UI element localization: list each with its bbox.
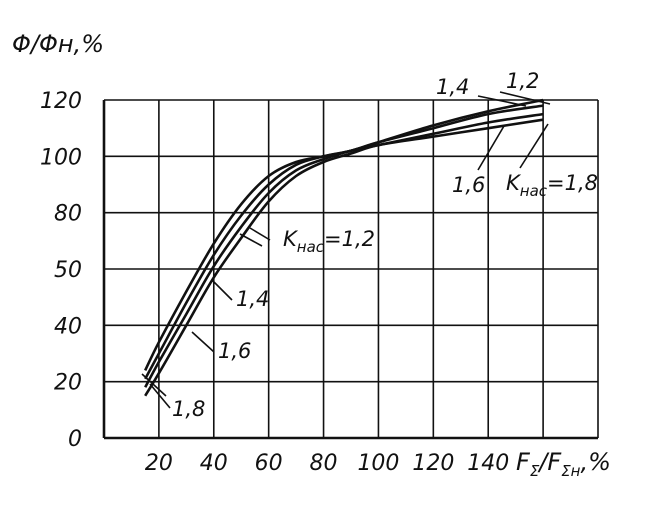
- label-right-1-4: 1,4: [436, 75, 469, 99]
- label-left-1-4: 1,4: [236, 287, 269, 311]
- y-axis-label: Φ/Φн,%: [12, 30, 104, 58]
- x-tick-label: 140: [467, 451, 509, 476]
- x-tick-label: 60: [255, 451, 283, 476]
- y-tick-label: 50: [54, 258, 82, 283]
- annotation-leader-line: [519, 123, 549, 169]
- annotation-leader-line: [477, 95, 527, 107]
- k-label-main: Kнас=1,2: [283, 227, 375, 256]
- x-tick-label: 100: [357, 451, 399, 476]
- annotation-leader-line: [499, 91, 551, 105]
- annotation-leaders: [141, 91, 551, 409]
- annotation-leader-line: [149, 383, 171, 409]
- y-tick-label: 80: [54, 202, 82, 227]
- curve-k-1-8: [144, 118, 544, 397]
- x-axis-label: FΣ/FΣн,%: [516, 448, 611, 480]
- y-tick-label: 120: [40, 89, 82, 114]
- chart-curves: [144, 98, 544, 397]
- annotation-leader-line: [211, 279, 233, 301]
- label-right-1-2: 1,2: [506, 69, 539, 93]
- annotation-leader-line: [191, 331, 215, 353]
- annotation-leader-line: [141, 373, 167, 397]
- curve-k-1-6: [144, 112, 544, 388]
- y-tick-label: 100: [40, 145, 82, 170]
- x-tick-label: 40: [200, 451, 228, 476]
- x-tick-label: 120: [412, 451, 454, 476]
- x-tick-label: 80: [310, 451, 338, 476]
- y-tick-label: 40: [54, 314, 82, 339]
- y-tick-label: 0: [68, 427, 82, 452]
- label-left-1-6: 1,6: [218, 339, 251, 363]
- annotation-leader-line: [477, 125, 505, 171]
- label-left-1-8: 1,8: [172, 397, 205, 421]
- y-tick-label: 20: [54, 371, 82, 396]
- chart-grid: [102, 99, 599, 440]
- annotation-leader-line: [249, 227, 271, 241]
- curve-k-1-2: [144, 98, 544, 371]
- x-tick-label: 20: [145, 451, 173, 476]
- k-label-right: Kнас=1,8: [506, 171, 598, 200]
- label-right-1-6: 1,6: [452, 173, 485, 197]
- annotation-leader-line: [239, 233, 263, 247]
- curve-k-1-4: [144, 104, 544, 380]
- tick-labels: 0 20 40 50 80 100 120 20 40 60 80 100 120 140: [40, 89, 509, 476]
